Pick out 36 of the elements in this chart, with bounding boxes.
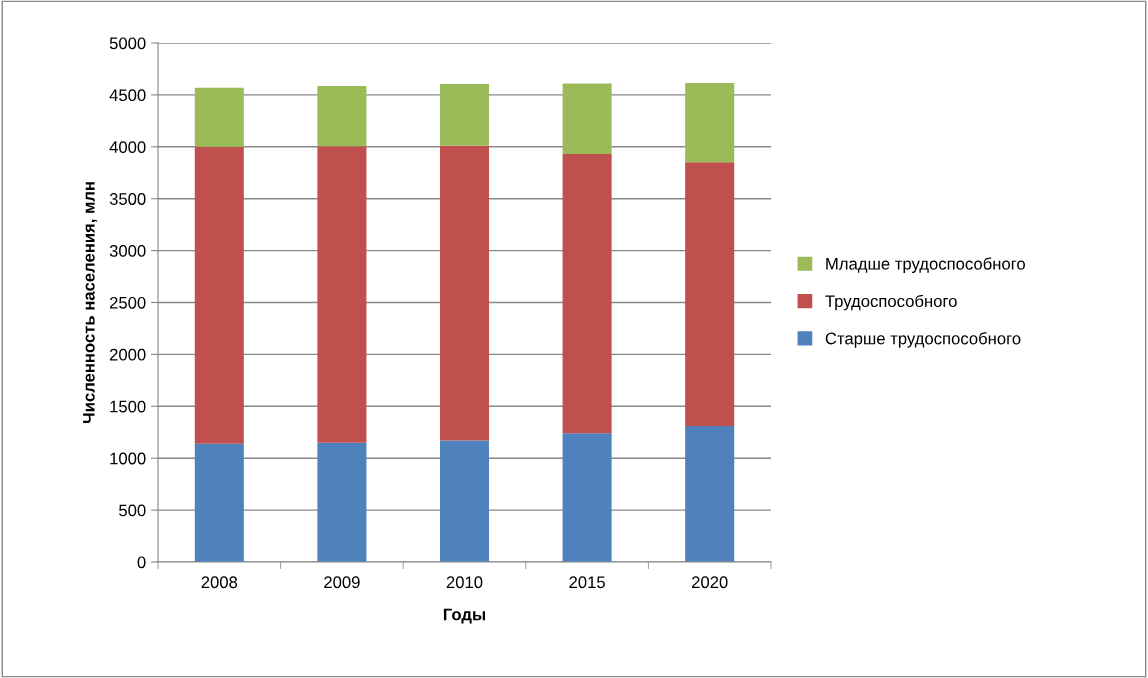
legend-label: Младше трудоспособного bbox=[826, 257, 1025, 273]
bar bbox=[194, 146, 244, 444]
bar bbox=[317, 86, 367, 147]
bar bbox=[194, 443, 244, 562]
x-tick-label: 2015 bbox=[569, 576, 605, 589]
y-tick-label: 3500 bbox=[109, 193, 146, 205]
y-tick-label: 4000 bbox=[109, 141, 146, 153]
x-tick-label: 2010 bbox=[446, 576, 483, 589]
x-tick-label: 2009 bbox=[324, 576, 360, 589]
bar bbox=[194, 87, 244, 147]
bar bbox=[562, 154, 612, 434]
y-tick-label: 4500 bbox=[109, 89, 146, 102]
y-tick-label: 500 bbox=[119, 504, 146, 517]
y-tick-label: 2000 bbox=[109, 348, 146, 361]
y-tick-label: 5000 bbox=[109, 37, 146, 50]
bar bbox=[562, 433, 612, 562]
bar bbox=[439, 440, 490, 562]
bar bbox=[439, 145, 490, 441]
bar bbox=[439, 84, 490, 146]
legend-label: Трудоспособного bbox=[825, 294, 957, 311]
bar bbox=[317, 442, 367, 562]
y-tick-label: 3000 bbox=[109, 245, 146, 257]
bar bbox=[562, 83, 612, 155]
x-tick-label: 2008 bbox=[201, 576, 238, 589]
y-tick-label: 1000 bbox=[110, 452, 146, 465]
bar bbox=[685, 82, 735, 163]
y-tick-label: 1500 bbox=[110, 400, 146, 413]
y-tick-label: 0 bbox=[137, 556, 146, 569]
x-axis-title: Годы bbox=[443, 608, 486, 624]
bar bbox=[685, 426, 735, 562]
legend-label: Старше трудоспособного bbox=[825, 332, 1021, 348]
y-tick-label: 2500 bbox=[109, 296, 146, 309]
x-tick-label: 2020 bbox=[692, 576, 728, 589]
bar bbox=[685, 162, 735, 427]
bar bbox=[317, 146, 367, 443]
y-axis-title: Численность населения, млн bbox=[83, 182, 98, 424]
